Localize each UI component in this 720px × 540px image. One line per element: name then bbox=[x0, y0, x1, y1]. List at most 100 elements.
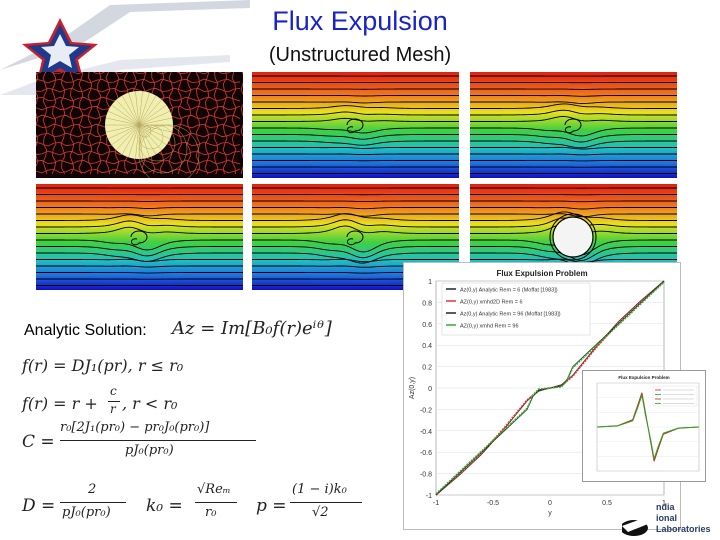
legend-entry: Az(0,y) Analytic Rem = 96 (Moffat [1983]… bbox=[460, 312, 561, 318]
inset-chart: Flux Expulsion Problem bbox=[582, 370, 706, 482]
slide-title: Flux Expulsion bbox=[272, 6, 448, 36]
field-line bbox=[470, 134, 677, 143]
x-tick-label: 1 bbox=[662, 500, 666, 507]
y-tick-label: 0.2 bbox=[422, 365, 432, 372]
vortex-swirl bbox=[130, 230, 148, 246]
equation-c-lhs: C = bbox=[22, 432, 55, 452]
x-tick-label: 0 bbox=[548, 500, 552, 507]
field-line bbox=[252, 225, 459, 234]
analytic-solution-label: Analytic Solution: bbox=[24, 322, 147, 339]
field-line bbox=[470, 95, 677, 97]
equation-k-lhs: k₀ = bbox=[146, 496, 183, 516]
field-line bbox=[36, 246, 243, 257]
y-tick-label: 0 bbox=[428, 386, 432, 393]
equation-p-lhs: p = bbox=[256, 496, 287, 516]
field-line bbox=[252, 105, 459, 109]
field-panel-4 bbox=[252, 184, 459, 290]
field-line bbox=[36, 220, 243, 228]
x-tick-label: -1 bbox=[433, 500, 439, 507]
field-line bbox=[252, 200, 459, 203]
equation-d-num: 2 bbox=[88, 482, 97, 497]
field-line bbox=[252, 219, 459, 228]
field-line bbox=[36, 258, 243, 262]
field-colormap bbox=[470, 72, 677, 178]
equation-c-num: r₀[2J₁(pr₀) − pr₀J₀(pr₀)] bbox=[60, 420, 210, 435]
y-tick-label: 0.8 bbox=[422, 300, 432, 307]
inset-legend-box bbox=[652, 385, 698, 407]
y-tick-label: 0.4 bbox=[422, 343, 432, 350]
mesh-circle-grid bbox=[105, 91, 200, 178]
thunderbird-icon bbox=[622, 518, 648, 536]
field-line bbox=[252, 127, 459, 134]
y-tick-label: 0.6 bbox=[422, 322, 432, 329]
field-line bbox=[470, 153, 677, 156]
field-line bbox=[36, 239, 243, 251]
equation-k-den: r₀ bbox=[205, 505, 217, 520]
field-panel-3 bbox=[36, 184, 243, 290]
mesh-panel bbox=[36, 72, 243, 178]
logo-line-3: Laboratories bbox=[656, 524, 711, 534]
inset-series-line bbox=[596, 395, 700, 459]
field-line bbox=[470, 207, 677, 210]
field-panel-2 bbox=[470, 72, 677, 178]
y-tick-label: -1 bbox=[426, 493, 432, 500]
field-line bbox=[252, 117, 459, 122]
field-line bbox=[470, 258, 677, 263]
y-tick-label: 1 bbox=[428, 279, 432, 286]
equation-f-outer-b: , r < r₀ bbox=[122, 394, 178, 413]
y-tick-label: -0.6 bbox=[420, 450, 432, 457]
field-line bbox=[470, 246, 677, 262]
field-line bbox=[252, 111, 459, 116]
y-tick-label: -0.4 bbox=[420, 429, 432, 436]
logo-line-2: ional bbox=[656, 513, 678, 523]
series-line bbox=[435, 280, 665, 496]
equation-p-den: √2 bbox=[312, 505, 329, 520]
field-colormap bbox=[252, 72, 459, 178]
legend-entry: AZ(0,y) xmhd2D Rem = 6 bbox=[460, 300, 523, 306]
fraction-bar bbox=[60, 502, 126, 503]
field-line bbox=[470, 101, 677, 104]
field-line bbox=[470, 140, 677, 149]
vortex-swirl bbox=[346, 118, 364, 134]
field-line bbox=[470, 213, 677, 218]
field-line bbox=[36, 226, 243, 234]
fraction-bar bbox=[60, 440, 256, 441]
field-line bbox=[470, 146, 677, 150]
inset-title: Flux Expulsion Problem bbox=[618, 375, 669, 380]
vortex-swirl bbox=[346, 230, 364, 246]
x-tick-label: 0.5 bbox=[602, 500, 612, 507]
equation-p-num: (1 − i)k₀ bbox=[292, 482, 347, 497]
fraction-bar bbox=[108, 401, 120, 402]
y-axis-label: Az(0,y) bbox=[409, 377, 416, 399]
field-line bbox=[36, 272, 243, 274]
field-line bbox=[252, 252, 459, 264]
fraction-bar bbox=[195, 502, 237, 503]
slide-subtitle: (Unstructured Mesh) bbox=[268, 44, 452, 66]
equation-k-num: √Reₘ bbox=[197, 482, 231, 497]
equation-d-lhs: D = bbox=[22, 496, 56, 516]
chart-title: Flux Expulsion Problem bbox=[496, 269, 587, 278]
field-colormap bbox=[36, 184, 243, 290]
equation-az: Az = Im[B₀f(r)eⁱᶿ] bbox=[172, 318, 332, 339]
y-tick-label: -0.8 bbox=[420, 472, 432, 479]
field-line bbox=[470, 109, 677, 116]
field-line bbox=[252, 134, 459, 140]
sandia-logo: ndia ional Laboratories bbox=[622, 500, 720, 540]
y-tick-label: -0.2 bbox=[420, 407, 432, 414]
field-line bbox=[36, 207, 243, 209]
field-line bbox=[36, 213, 243, 217]
equation-f-inner: f(r) = DJ₁(pr), r ≤ r₀ bbox=[22, 356, 184, 375]
field-line bbox=[252, 140, 459, 146]
field-line bbox=[252, 213, 459, 221]
field-line bbox=[252, 239, 459, 253]
series-line bbox=[435, 281, 665, 495]
field-line bbox=[252, 258, 459, 263]
legend-entry: Az(0,y) Analytic Rem = 6 (Moffat [1983]) bbox=[460, 288, 558, 294]
field-line bbox=[36, 265, 243, 268]
fraction-bar bbox=[290, 502, 362, 503]
field-ring bbox=[549, 213, 597, 261]
field-line bbox=[470, 127, 677, 137]
field-line bbox=[252, 153, 459, 155]
field-line bbox=[470, 200, 677, 203]
field-line bbox=[252, 146, 459, 149]
